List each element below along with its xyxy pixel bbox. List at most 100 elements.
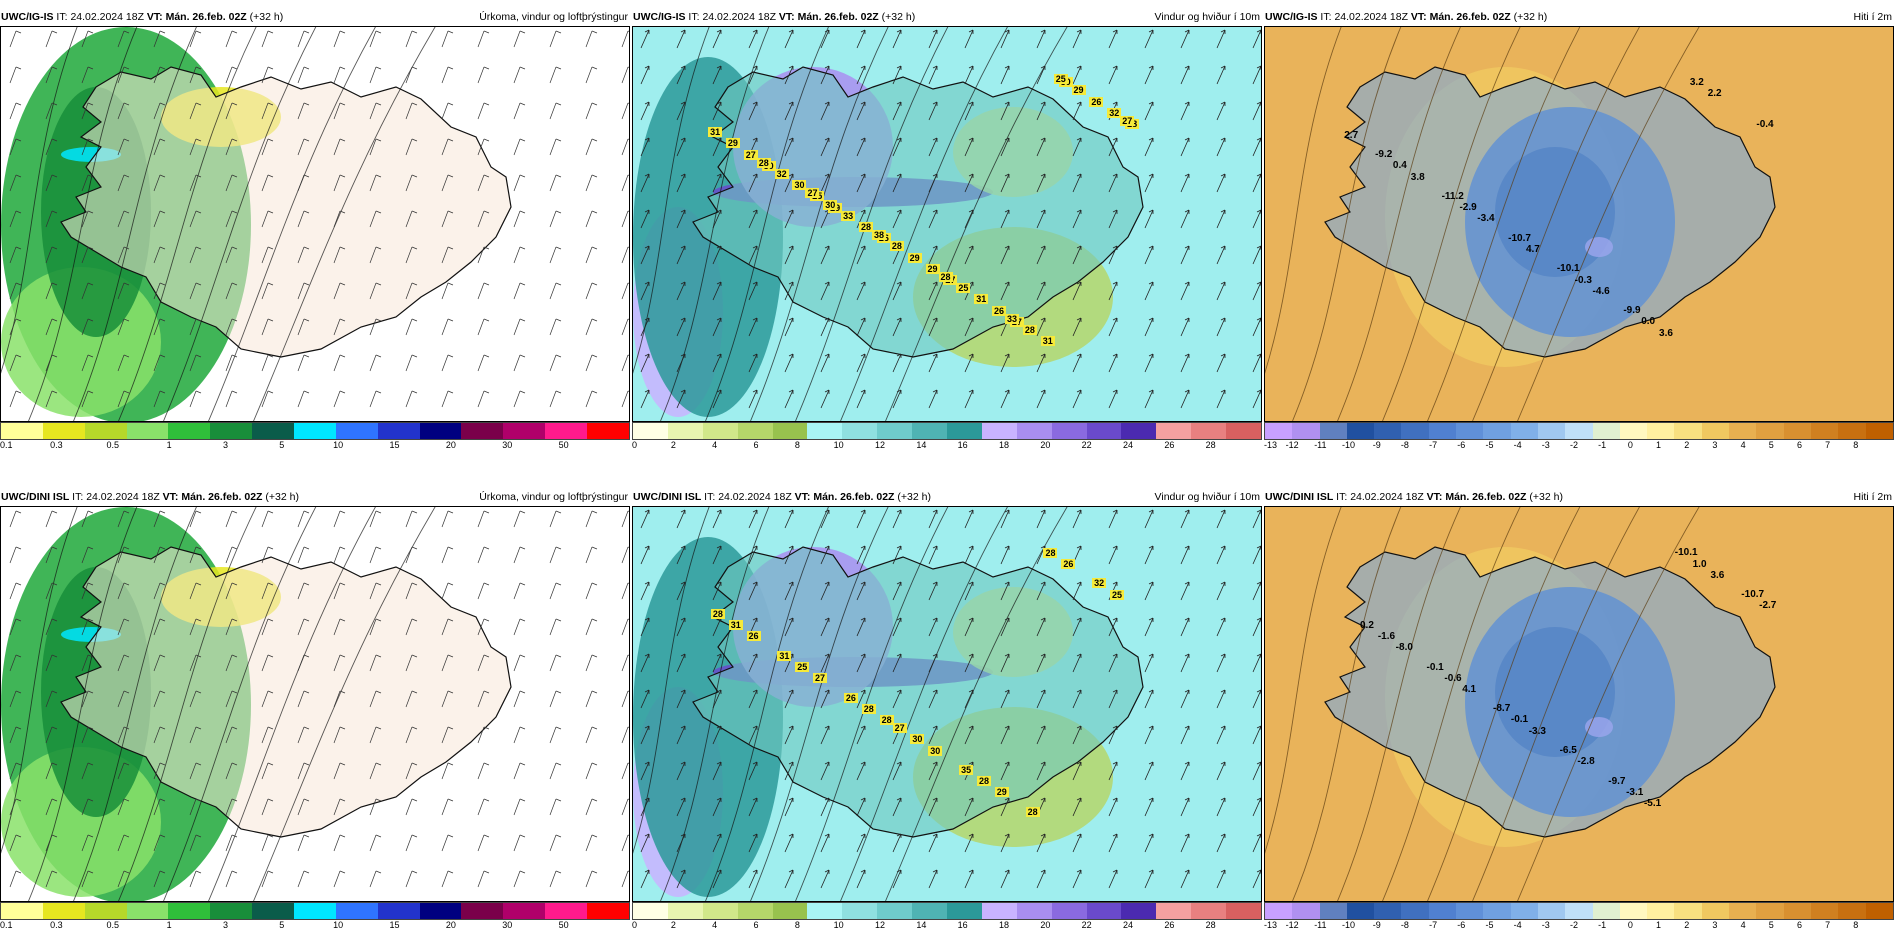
wind-barb [189,102,202,120]
wind-barb [369,546,382,564]
contour-line [118,507,257,901]
wind-barb [297,510,310,528]
legend-swatch [842,423,878,439]
wind-barb [405,834,418,852]
wind-barb [549,30,562,48]
contour-line [1517,507,1700,901]
wind-arrow [1144,137,1154,157]
wind-arrow [676,173,686,193]
contour-line [750,27,889,421]
color-legend [1264,422,1894,440]
forecast-map[interactable]: 28 26 27 29 26 30 25 28 28 25 28 31 30 32 26 28 31 35 28 27 [632,506,1262,902]
legend-swatch [1428,903,1457,919]
it-label: IT: [56,11,68,23]
wind-arrow [1144,245,1154,265]
wind-arrow [676,317,686,337]
wind-arrow [1216,833,1226,853]
wind-arrow [856,137,866,157]
wind-arrow [1216,725,1226,745]
wind-barb [261,834,274,852]
wind-arrow [1144,317,1154,337]
wind-barb [189,798,202,816]
wind-arrow [856,245,866,265]
wind-barb [9,246,22,264]
wind-arrow [964,389,974,409]
value-label: 2.7 [1344,129,1359,141]
wind-arrow [1000,545,1010,565]
legend-tick: 20 [445,920,456,930]
wind-arrow [784,581,794,601]
forecast-map[interactable] [0,506,630,902]
wind-barb [585,690,598,708]
wind-barb [225,174,238,192]
wind-barb [45,318,58,336]
wind-arrow [964,245,974,265]
wind-arrow [1036,869,1046,889]
legend-swatch [1647,903,1675,919]
wind-barb [297,138,310,156]
panel-title: Úrkoma, vindur og loftþrýstingur [479,491,628,503]
wind-barb [225,246,238,264]
wind-barb [153,354,166,372]
lead: (+32 h) [1529,491,1563,503]
wind-barb [549,870,562,888]
legend-tick: 0.5 [106,440,119,450]
wind-barb [621,546,629,564]
forecast-map[interactable]: 2927302728263025262729322831303129292633… [632,26,1262,422]
wind-barb [405,546,418,564]
value-label: -10.7 [1741,589,1765,601]
forecast-map[interactable]: -3.3 3.6 4.1 -5.1 -8.0 -2.8 -2.7 -0.1 1.0 -0.6 -3.… [1264,506,1894,902]
legend-tick: -13 [1264,920,1278,930]
legend-swatch [1292,423,1320,439]
legend-swatch [1086,903,1122,919]
wind-barb [333,870,346,888]
wind-barb [81,618,94,636]
panel-title: Úrkoma, vindur og loftþrýstingur [479,11,628,23]
value-label: 27 [805,188,820,199]
legend-swatch [1086,423,1122,439]
wind-arrow [1036,761,1046,781]
value-label: -11.2 [1441,190,1464,202]
wind-arrow [1108,725,1118,745]
forecast-map[interactable]: -3.4 3.6 3.8 -4.6 2.7 4.7 2.2 -2.9 0.0 0.4 -0.3 -0.… [1264,26,1894,422]
legend-swatch [294,903,336,919]
wind-arrow [1252,833,1261,853]
legend-swatch [252,903,295,919]
wind-barb [477,510,490,528]
wind-arrow [676,545,686,565]
wind-barb [333,654,346,672]
vt-value: Mán. 26.feb. 02Z [813,491,895,503]
wind-barb [477,618,490,636]
wind-arrow [712,797,722,817]
wind-barb [81,510,94,528]
legend-swatch [633,423,668,439]
wind-arrow [748,581,758,601]
value-label: 2.2 [1707,88,1722,100]
wind-arrow [784,173,794,193]
wind-arrow [1144,617,1154,637]
wind-arrow [1252,581,1261,601]
wind-arrow [1036,173,1046,193]
wind-arrow [676,137,686,157]
wind-barb [225,582,238,600]
wind-barb [225,390,238,408]
wind-arrow [1072,245,1082,265]
legend-swatch [1456,423,1484,439]
wind-barb [405,174,418,192]
legend-tick: 2 [670,440,676,450]
value-label: 25 [956,283,971,294]
wind-arrow [784,761,794,781]
contour-line [1427,27,1581,421]
wind-arrow [1252,65,1261,85]
wind-barb [261,354,274,372]
wind-arrow [1252,869,1261,889]
legend-swatch [1701,423,1730,439]
wind-barb [189,762,202,780]
legend-tick: 50 [558,920,569,930]
contour-line [750,507,889,901]
legend-tick: -6 [1457,920,1466,930]
wind-barb [549,510,562,528]
wind-arrow [1180,689,1190,709]
wind-arrow [784,617,794,637]
forecast-map[interactable] [0,26,630,422]
